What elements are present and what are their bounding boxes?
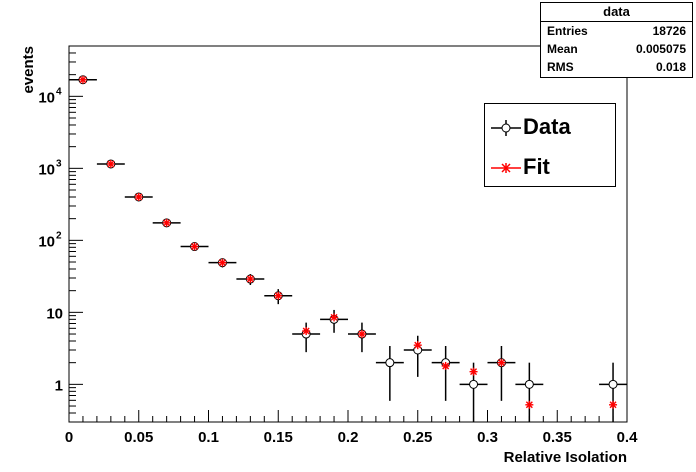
fit-marker: [413, 341, 422, 350]
fit-marker-stroke: [609, 401, 617, 409]
legend-label: Fit: [523, 154, 550, 179]
fit-marker-stroke: [135, 193, 143, 201]
data-point: [431, 345, 460, 401]
stats-label: Entries: [547, 24, 588, 38]
data-point: [487, 345, 516, 401]
fit-marker: [274, 291, 283, 300]
fit-marker: [330, 313, 339, 322]
fit-marker: [525, 400, 534, 409]
x-tick-label: 0.3: [477, 429, 498, 446]
stats-box: data Entries 18726 Mean 0.005075 RMS 0.0…: [540, 2, 693, 78]
x-tick-label: 0.1: [198, 429, 219, 446]
data-marker: [524, 379, 534, 389]
fit-marker: [357, 330, 366, 339]
stats-title: data: [541, 3, 692, 22]
fit-marker-stroke: [442, 362, 450, 370]
x-tick-label: 0.35: [543, 429, 572, 446]
data-marker: [469, 379, 479, 389]
data-marker: [385, 358, 395, 368]
fit-marker: [469, 367, 478, 376]
fit-marker: [162, 218, 171, 227]
fit-marker: [609, 400, 618, 409]
data-marker: [608, 379, 618, 389]
fit-marker-stroke: [246, 275, 254, 283]
y-tick-exponent: 4: [56, 86, 62, 97]
stats-value: 0.005075: [635, 42, 686, 56]
y-tick-label: 1: [55, 377, 63, 394]
legend: Data Fit: [484, 103, 616, 187]
y-tick-exponent: 3: [56, 158, 62, 169]
fit-marker-stroke: [191, 243, 199, 251]
y-axis-label: events: [20, 46, 37, 94]
fit-marker: [78, 75, 87, 84]
fit-marker: [246, 275, 255, 284]
stats-value: 0.018: [655, 60, 686, 74]
y-tick-label: 10: [46, 305, 63, 322]
fit-marker-stroke: [163, 219, 171, 227]
stats-row-mean: Mean 0.005075: [541, 40, 692, 58]
fit-marker: [497, 358, 506, 367]
data-point: [515, 362, 544, 422]
legend-label: Data: [523, 114, 571, 139]
fit-marker-stroke: [330, 313, 338, 321]
star-marker-icon: [491, 163, 521, 173]
y-tick-label: 10: [38, 233, 55, 250]
stats-row-rms: RMS 0.018: [541, 58, 692, 76]
fit-marker-stroke: [414, 341, 422, 349]
stats-row-entries: Entries 18726: [541, 22, 692, 40]
x-tick-label: 0: [65, 429, 73, 446]
fit-marker-stroke: [470, 368, 478, 376]
fit-marker: [134, 192, 143, 201]
fit-marker-stroke: [302, 327, 310, 335]
x-tick-label: 0.15: [264, 429, 293, 446]
y-tick-exponent: 2: [56, 230, 62, 241]
stats-value: 18726: [652, 24, 686, 38]
fit-marker-stroke: [497, 359, 505, 367]
fit-marker: [302, 327, 311, 336]
fit-marker: [190, 242, 199, 251]
y-tick-label: 10: [38, 161, 55, 178]
fit-marker: [106, 159, 115, 168]
fit-marker-stroke: [107, 160, 115, 168]
legend-entry-data: Data: [485, 108, 615, 146]
fit-marker-stroke: [79, 76, 87, 84]
fit-marker-stroke: [525, 401, 533, 409]
data-point: [599, 362, 627, 422]
legend-entry-fit: Fit: [485, 148, 615, 186]
fit-marker-stroke: [218, 259, 226, 267]
stats-label: Mean: [547, 42, 578, 56]
fit-marker: [441, 361, 450, 370]
x-tick-label: 0.25: [403, 429, 432, 446]
fit-marker-stroke: [274, 292, 282, 300]
x-tick-label: 0.2: [338, 429, 359, 446]
y-tick-label: 10: [38, 89, 55, 106]
x-axis-label: Relative Isolation: [504, 449, 627, 466]
stats-label: RMS: [547, 60, 574, 74]
fit-marker-stroke: [358, 330, 366, 338]
x-tick-label: 0.4: [617, 429, 639, 446]
fit-marker: [218, 258, 227, 267]
open-circle-marker-icon: [491, 120, 521, 136]
data-point: [375, 345, 404, 401]
x-tick-label: 0.05: [124, 429, 153, 446]
